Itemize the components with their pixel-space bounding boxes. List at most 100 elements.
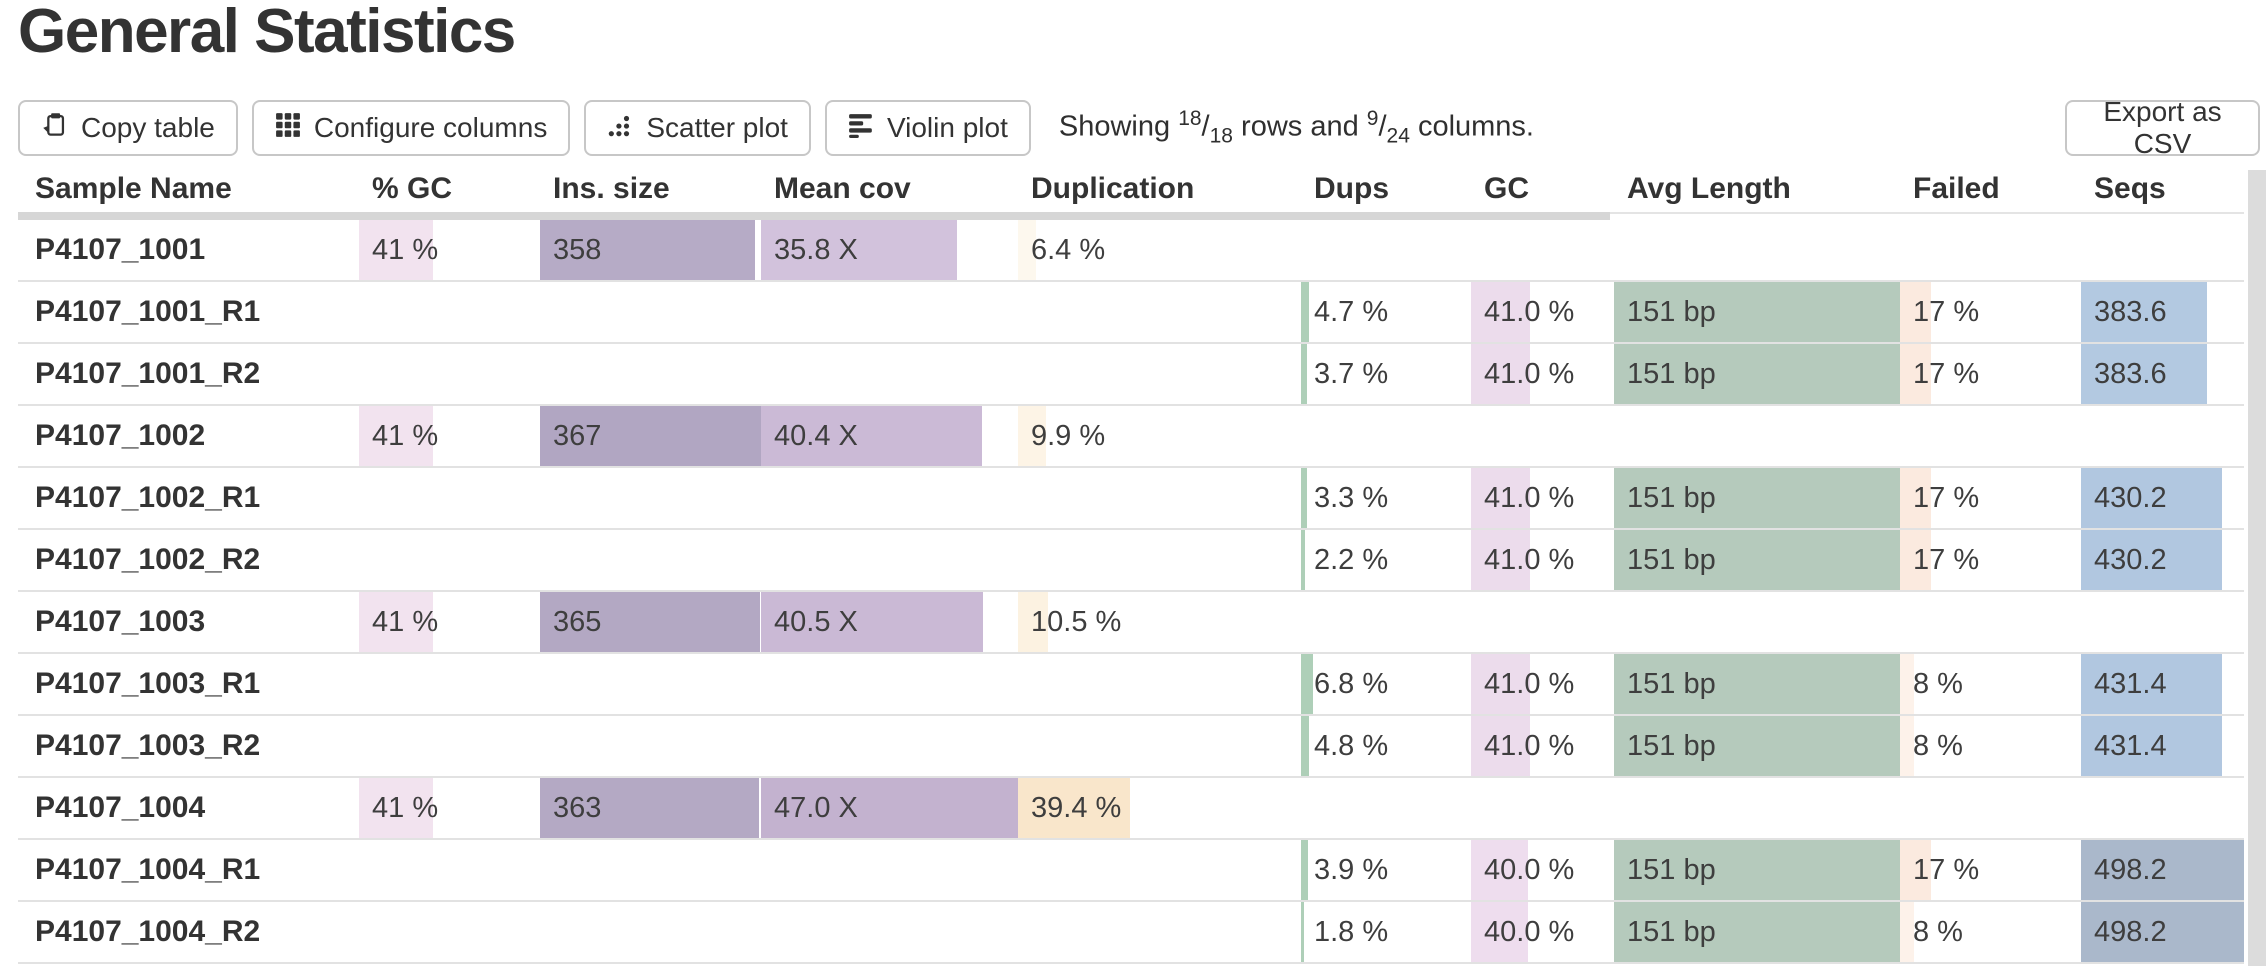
cell-failed: 17 % [1900, 530, 2081, 590]
cell-dups: 4.8 % [1301, 716, 1471, 776]
cell-value: 383.6 [2094, 296, 2167, 328]
cell-sample: P4107_1004 [18, 778, 359, 838]
cell-dups: 3.7 % [1301, 344, 1471, 404]
cell-ins_size [540, 530, 761, 590]
value-bar [359, 406, 434, 466]
value-bar [540, 778, 759, 838]
column-header-sample[interactable]: Sample Name [35, 172, 232, 205]
value-bar [1900, 716, 1915, 776]
cell-duplication [1018, 716, 1301, 776]
cell-value: 151 bp [1627, 358, 1716, 390]
cell-gc: 41.0 % [1471, 530, 1614, 590]
cell-gc: 41.0 % [1471, 344, 1614, 404]
value-bar [1018, 220, 1037, 280]
cell-avg_length: 151 bp [1614, 654, 1900, 714]
cell-mean_cov: 40.4 X [761, 406, 1018, 466]
cell-gc: 40.0 % [1471, 840, 1614, 900]
cell-dups [1301, 406, 1471, 466]
sample-name: P4107_1003_R2 [35, 729, 261, 762]
export-csv-button[interactable]: Export as CSV [2065, 96, 2260, 159]
cell-ins_size: 367 [540, 406, 761, 466]
table-row: P4107_1004_R1 3.9 % 40.0 % 151 bp 17 % 498.2 [18, 840, 2244, 902]
cell-avg_length: 151 bp [1614, 468, 1900, 528]
cell-gc: 41.0 % [1471, 468, 1614, 528]
column-header-gc_pct[interactable]: % GC [372, 172, 453, 205]
cell-value: 3.3 % [1314, 482, 1389, 514]
cell-seqs: 431.4 [2081, 716, 2244, 776]
cell-mean_cov [761, 344, 1018, 404]
cell-value: 431.4 [2094, 730, 2167, 762]
cell-value: 41.0 % [1484, 730, 1575, 762]
table-row: P4107_1003_R2 4.8 % 41.0 % 151 bp 8 % 431.4 [18, 716, 2244, 778]
cell-value: 430.2 [2094, 544, 2167, 576]
cell-avg_length: 151 bp [1614, 716, 1900, 776]
cell-sample: P4107_1004_R1 [18, 840, 359, 900]
value-bar [359, 220, 434, 280]
column-header-dups[interactable]: Dups [1314, 172, 1389, 205]
sample-name: P4107_1004_R1 [35, 853, 261, 886]
cell-gc [1471, 220, 1614, 280]
cell-value: 40.0 % [1484, 916, 1575, 948]
column-header-failed[interactable]: Failed [1913, 172, 2000, 205]
copy-table-button[interactable]: Copy table [18, 100, 238, 156]
cell-gc [1471, 592, 1614, 652]
value-bar [1900, 902, 1915, 962]
cell-gc: 41.0 % [1471, 282, 1614, 342]
cell-gc_pct: 41 % [359, 220, 540, 280]
cell-sample: P4107_1001_R1 [18, 282, 359, 342]
sample-name: P4107_1001_R2 [35, 357, 261, 390]
cell-duplication [1018, 344, 1301, 404]
cell-value: 151 bp [1627, 482, 1716, 514]
value-bar [1018, 406, 1047, 466]
cell-value: 365 [553, 606, 602, 638]
column-header-seqs[interactable]: Seqs [2094, 172, 2166, 205]
cell-value: 151 bp [1627, 296, 1716, 328]
showing-summary: Showing 18/18 rows and 9/24 columns. [1058, 107, 1534, 148]
violin-plot-button[interactable]: Violin plot [824, 100, 1031, 156]
cell-ins_size [540, 344, 761, 404]
column-header-mean_cov[interactable]: Mean cov [774, 172, 911, 205]
scatter-plot-button[interactable]: Scatter plot [584, 100, 811, 156]
cell-value: 17 % [1913, 482, 1980, 514]
header-underline-band [18, 212, 1610, 220]
sample-name: P4107_1002_R2 [35, 543, 261, 576]
value-bar [761, 592, 983, 652]
column-header-gc[interactable]: GC [1484, 172, 1529, 205]
value-bar [1301, 530, 1305, 590]
value-bar [540, 406, 761, 466]
cell-duplication [1018, 840, 1301, 900]
cell-value: 17 % [1913, 544, 1980, 576]
scatter-icon [607, 112, 633, 145]
cell-value: 8 % [1913, 916, 1963, 948]
cell-failed: 8 % [1900, 716, 2081, 776]
cell-value: 41.0 % [1484, 482, 1575, 514]
rows-shown: 18 [1178, 107, 1202, 131]
value-bar [1614, 282, 1900, 342]
vertical-scrollbar[interactable] [2248, 170, 2266, 966]
cell-seqs: 498.2 [2081, 902, 2244, 962]
sample-name: P4107_1001 [35, 233, 206, 266]
value-bar [359, 592, 434, 652]
cell-dups [1301, 778, 1471, 838]
cell-value: 41 % [372, 606, 439, 638]
cell-value: 151 bp [1627, 916, 1716, 948]
cell-failed [1900, 778, 2081, 838]
cell-failed: 17 % [1900, 344, 2081, 404]
cell-seqs: 430.2 [2081, 468, 2244, 528]
rows-total: 18 [1209, 124, 1233, 148]
cell-value: 41.0 % [1484, 358, 1575, 390]
column-header-duplication[interactable]: Duplication [1031, 172, 1195, 205]
cell-value: 35.8 X [774, 234, 858, 266]
configure-columns-button[interactable]: Configure columns [251, 100, 571, 156]
column-header-ins_size[interactable]: Ins. size [553, 172, 670, 205]
cell-duplication [1018, 530, 1301, 590]
cell-failed [1900, 406, 2081, 466]
cell-failed [1900, 220, 2081, 280]
column-header-avg_length[interactable]: Avg Length [1627, 172, 1791, 205]
sample-name: P4107_1002_R1 [35, 481, 261, 514]
cell-gc_pct [359, 840, 540, 900]
value-bar [1301, 282, 1309, 342]
cell-gc: 41.0 % [1471, 716, 1614, 776]
cell-value: 41.0 % [1484, 668, 1575, 700]
